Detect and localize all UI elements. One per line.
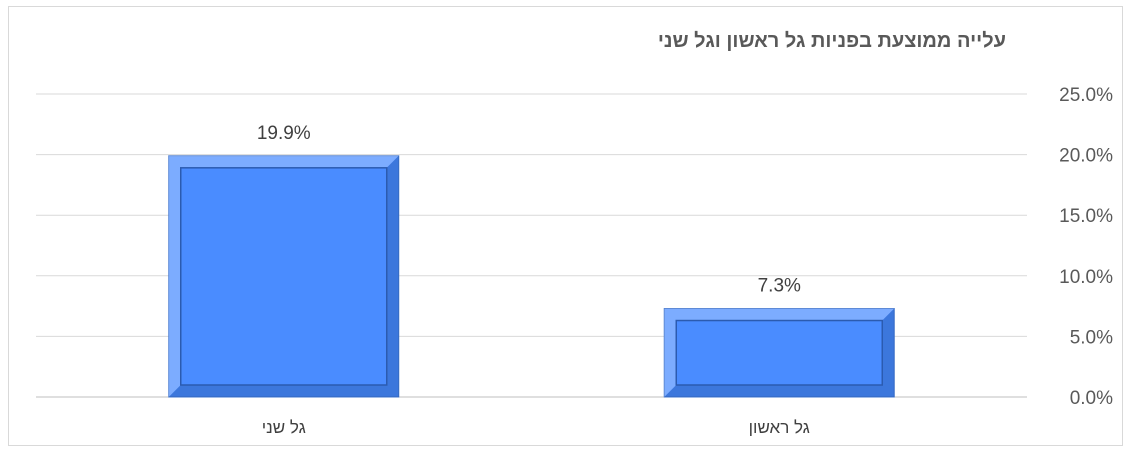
y-tick-label: 10.0% [1059,267,1113,288]
bar-inner-edge [675,319,883,386]
data-labels: 19.9% 7.3% [257,123,801,297]
bar [663,308,895,398]
bar-shadow [664,308,895,397]
y-tick-label: 0.0% [1070,388,1113,409]
x-axis: גל שני גל ראשון [262,418,810,437]
y-tick-label: 25.0% [1059,85,1113,106]
bar-inner-edge [180,167,388,386]
bar-body [663,308,895,398]
y-axis: 0.0% 5.0% 10.0% 15.0% 20.0% 25.0% [1059,85,1113,409]
category-label: גל שני [262,418,306,437]
category-label: גל ראשון [749,418,810,437]
y-tick-label: 15.0% [1059,206,1113,227]
data-label: 19.9% [257,123,311,144]
y-tick-label: 5.0% [1070,327,1113,348]
y-tick-label: 20.0% [1059,146,1113,167]
bar [168,155,400,398]
bars [168,155,895,398]
bar-body [168,155,400,398]
chart-title: עלייה ממוצעת בפניות גל ראשון וגל שני [657,30,1006,52]
bar-highlight [664,308,895,397]
data-label: 7.3% [758,276,801,297]
